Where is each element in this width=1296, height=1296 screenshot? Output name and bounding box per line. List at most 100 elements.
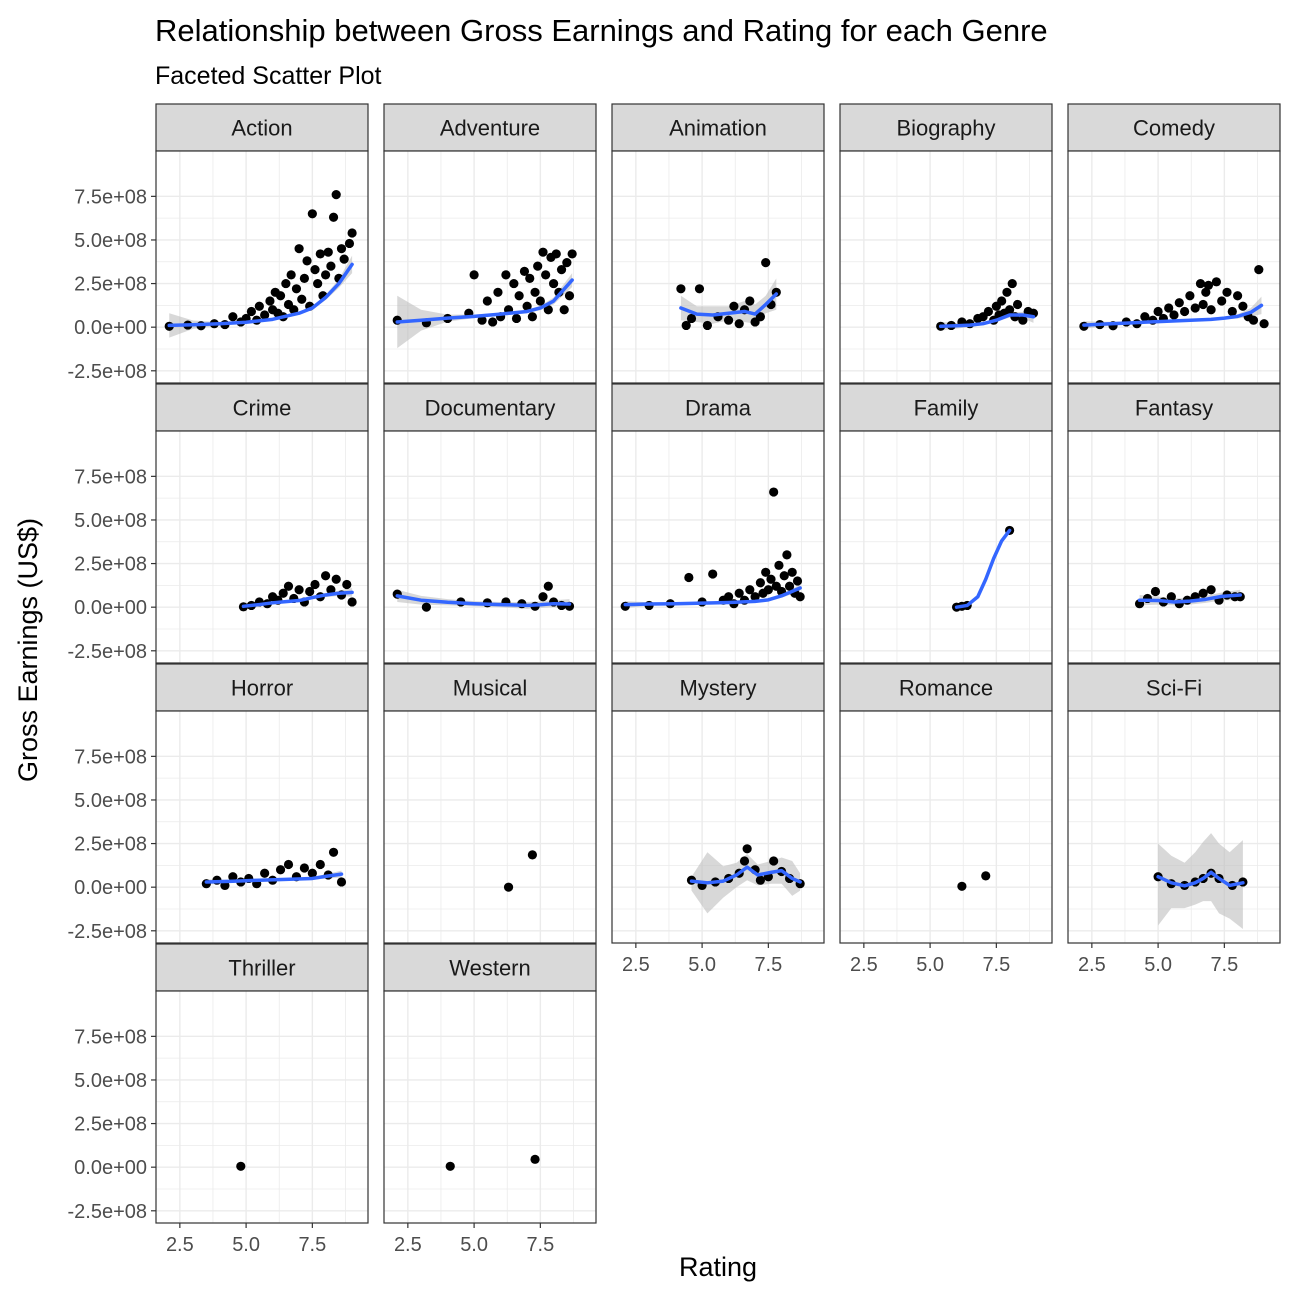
facet-strip-label: Mystery <box>680 676 757 701</box>
data-point <box>734 588 744 598</box>
x-tick-label: 5.0 <box>232 1234 260 1256</box>
facet-strip-label: Western <box>449 956 531 981</box>
data-point <box>275 291 286 301</box>
data-point <box>228 872 238 882</box>
data-point <box>997 296 1007 306</box>
data-point <box>567 249 577 259</box>
facet-documentary: Documentary <box>383 383 597 668</box>
data-point <box>724 315 734 325</box>
panel-border <box>611 430 825 664</box>
y-tick-label: -2.5e+08 <box>67 921 147 943</box>
data-point <box>792 576 803 586</box>
y-tick-label: 0.0e+00 <box>74 317 147 339</box>
facet-strip-label: Comedy <box>1133 116 1215 141</box>
data-point <box>551 249 561 259</box>
panel-background <box>384 991 596 1223</box>
panel-background <box>612 431 824 663</box>
facet-strip <box>155 383 369 432</box>
facet-strip-label: Family <box>914 396 979 421</box>
data-point <box>326 261 336 271</box>
data-point <box>564 291 575 301</box>
data-point <box>283 859 294 870</box>
smooth-line <box>395 278 574 324</box>
data-point <box>281 278 291 289</box>
data-point <box>538 247 548 257</box>
x-tick-label: 5.0 <box>688 954 716 976</box>
y-tick-label: 7.5e+08 <box>74 466 147 488</box>
data-point <box>686 313 697 324</box>
data-point <box>331 574 341 584</box>
data-point <box>1180 306 1190 317</box>
data-point <box>310 265 320 275</box>
panel-background <box>156 431 368 663</box>
x-tick-label: 2.5 <box>850 954 878 976</box>
data-point <box>509 278 519 289</box>
data-point <box>1012 299 1023 310</box>
facet-strip <box>383 103 597 152</box>
smooth-line <box>1137 593 1242 604</box>
data-point <box>501 270 511 280</box>
data-point <box>1150 586 1161 597</box>
data-point <box>708 569 718 579</box>
data-point <box>769 856 779 866</box>
data-point <box>766 574 776 584</box>
data-point <box>556 265 567 275</box>
data-point <box>1206 585 1216 595</box>
smooth-line <box>1156 870 1245 888</box>
smooth-line <box>204 872 344 884</box>
panel-background <box>840 151 1052 383</box>
data-point <box>511 313 522 324</box>
facet-panels: Action -2.5e+08 0.0e+00 2.5e+08 5.0e+08 7.5e+… <box>67 103 1281 1256</box>
smooth-line <box>679 292 779 317</box>
panel-border <box>839 430 1053 664</box>
data-point <box>1201 287 1211 297</box>
x-tick-label: 2.5 <box>166 1234 194 1256</box>
data-point <box>477 315 487 325</box>
data-point <box>763 585 773 595</box>
data-point <box>1174 298 1184 308</box>
panel-background <box>840 711 1052 943</box>
data-point <box>1222 287 1232 297</box>
facet-strip <box>1067 103 1281 152</box>
data-point <box>1206 305 1216 315</box>
data-point <box>307 209 317 219</box>
facet-strip-label: Fantasy <box>1135 396 1213 421</box>
panel-background <box>156 151 368 383</box>
data-point <box>254 301 264 311</box>
data-point <box>1185 291 1195 301</box>
data-point <box>522 301 532 311</box>
facet-animation: Animation <box>611 103 825 388</box>
smooth-line <box>623 586 802 607</box>
facet-strip-label: Drama <box>685 396 752 421</box>
data-point <box>538 592 548 602</box>
facet-fantasy: Fantasy <box>1067 383 1281 668</box>
panel-border <box>383 150 597 384</box>
y-tick-label: 0.0e+00 <box>74 597 147 619</box>
facet-strip-label: Action <box>231 116 292 141</box>
panel-background <box>1068 711 1280 943</box>
facet-strip-label: Romance <box>899 676 993 701</box>
data-point <box>275 865 286 875</box>
data-point <box>236 1161 246 1171</box>
data-point <box>265 296 275 306</box>
facet-strip <box>611 663 825 712</box>
y-axis-title: Gross Earnings (US$) <box>13 518 43 782</box>
facet-romance: Romance 2.5 5.0 7.5 <box>839 663 1053 976</box>
facet-drama: Drama <box>611 383 825 668</box>
data-point <box>1233 291 1243 301</box>
panel-border <box>839 710 1053 944</box>
y-tick-label: -2.5e+08 <box>67 1201 147 1223</box>
smooth-line <box>1082 303 1264 327</box>
facet-crime: Crime -2.5e+08 0.0e+00 2.5e+08 5.0e+08 7.5e+0… <box>67 383 369 668</box>
panel-border <box>155 150 369 384</box>
data-point <box>761 567 771 577</box>
x-tick-label: 2.5 <box>622 954 650 976</box>
facet-strip-label: Adventure <box>440 116 540 141</box>
data-point <box>694 284 705 294</box>
data-point <box>957 881 967 891</box>
x-tick-label: 7.5 <box>526 1234 554 1256</box>
data-point <box>562 258 572 268</box>
data-point <box>734 319 744 329</box>
facet-western: Western 2.5 5.0 7.5 <box>383 943 597 1256</box>
